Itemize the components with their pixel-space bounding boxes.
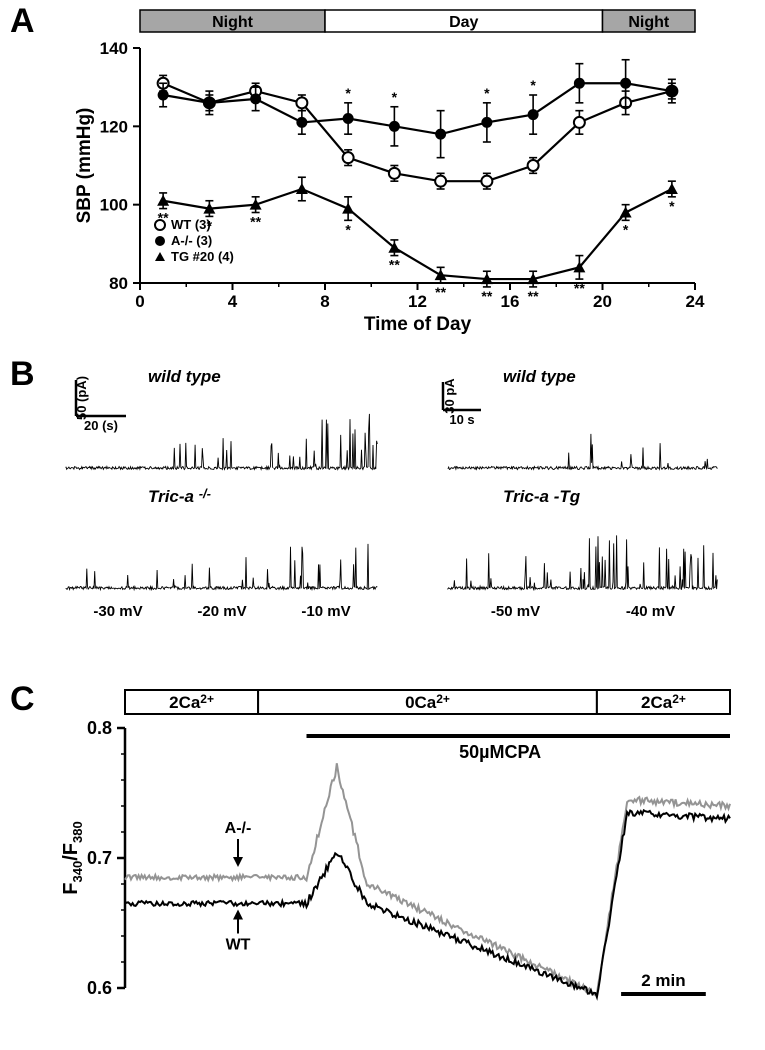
svg-text:*: * — [669, 198, 675, 214]
svg-text:-50 mV: -50 mV — [491, 603, 540, 620]
svg-text:A-/-: A-/- — [225, 820, 252, 837]
panel-a-label: A — [10, 2, 35, 41]
panel-b-label: B — [10, 355, 35, 394]
svg-text:0.6: 0.6 — [87, 978, 112, 998]
svg-text:0.8: 0.8 — [87, 718, 112, 738]
svg-text:Time of Day: Time of Day — [364, 314, 472, 335]
svg-text:F340/F380: F340/F380 — [60, 821, 85, 894]
svg-text:4: 4 — [228, 292, 238, 311]
svg-text:-30 mV: -30 mV — [93, 603, 142, 620]
svg-text:*: * — [345, 221, 351, 237]
svg-text:-20 mV: -20 mV — [197, 603, 246, 620]
calcium-fluorescence-chart: 2Ca2+0Ca2+2Ca2+50µMCPA0.60.70.8F340/F380… — [55, 688, 745, 1028]
svg-text:**: ** — [574, 280, 585, 296]
sbp-chart: Night Day Night 80 100 120 140 0 4 8 12 16 20 24 Time … — [70, 8, 710, 338]
patch-clamp-traces: 50 (pA)20 (s) wild type Tric-a -/- -30 mV -2… — [48, 360, 748, 660]
svg-text:*: * — [484, 85, 490, 101]
svg-text:**: ** — [528, 288, 539, 304]
svg-text:wild type: wild type — [503, 367, 576, 386]
svg-text:Day: Day — [449, 14, 478, 31]
svg-text:20 (s): 20 (s) — [84, 418, 118, 433]
svg-text:100: 100 — [100, 196, 128, 215]
svg-text:*: * — [345, 85, 351, 101]
svg-text:WT: WT — [226, 937, 251, 954]
svg-text:**: ** — [481, 288, 492, 304]
svg-text:80: 80 — [109, 274, 128, 293]
svg-text:A-/- (3): A-/- (3) — [171, 233, 212, 248]
svg-text:Tric-a -/-: Tric-a -/- — [148, 486, 211, 506]
svg-text:Night: Night — [212, 14, 254, 31]
svg-text:16: 16 — [501, 292, 520, 311]
svg-text:30 pA: 30 pA — [442, 378, 457, 414]
svg-text:2 min: 2 min — [641, 971, 685, 990]
svg-text:12: 12 — [408, 292, 427, 311]
svg-text:8: 8 — [320, 292, 329, 311]
svg-text:120: 120 — [100, 117, 128, 136]
svg-text:*: * — [392, 89, 398, 105]
svg-text:**: ** — [389, 257, 400, 273]
svg-text:**: ** — [435, 284, 446, 300]
svg-text:**: ** — [250, 214, 261, 230]
svg-text:SBP (mmHg): SBP (mmHg) — [74, 108, 95, 224]
svg-text:TG #20 (4): TG #20 (4) — [171, 249, 234, 264]
svg-text:50µMCPA: 50µMCPA — [459, 742, 541, 762]
panel-c-label: C — [10, 680, 35, 719]
svg-text:*: * — [623, 221, 629, 237]
svg-text:*: * — [530, 77, 536, 93]
svg-text:Night: Night — [628, 14, 670, 31]
svg-text:Tric-a -Tg: Tric-a -Tg — [503, 487, 581, 506]
svg-text:20: 20 — [593, 292, 612, 311]
svg-text:-10 mV: -10 mV — [301, 603, 350, 620]
svg-text:-40 mV: -40 mV — [626, 603, 675, 620]
svg-text:140: 140 — [100, 39, 128, 58]
svg-text:0.7: 0.7 — [87, 848, 112, 868]
svg-text:wild type: wild type — [148, 367, 221, 386]
svg-text:50 (pA): 50 (pA) — [74, 376, 89, 420]
svg-text:0: 0 — [135, 292, 144, 311]
svg-text:24: 24 — [686, 292, 705, 311]
svg-text:WT (3): WT (3) — [171, 217, 211, 232]
svg-text:10 s: 10 s — [449, 412, 474, 427]
